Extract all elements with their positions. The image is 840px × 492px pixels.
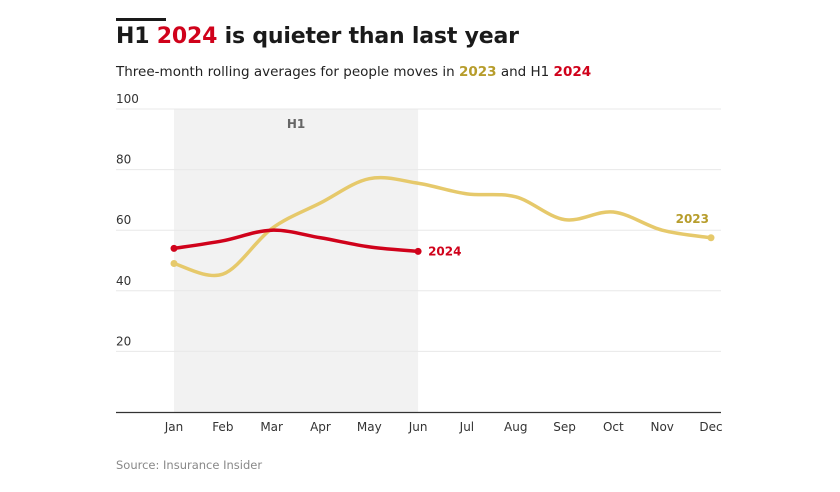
y-tick-label: 60 xyxy=(116,213,131,227)
x-tick-label: Jan xyxy=(164,420,184,434)
x-tick-label: Dec xyxy=(699,420,722,434)
chart-subtitle: Three-month rolling averages for people … xyxy=(116,64,591,80)
title-highlight: 2024 xyxy=(156,24,218,49)
h1-shaded-region xyxy=(174,109,419,412)
title-suffix: is quieter than last year xyxy=(217,24,519,49)
subtitle-2024: 2024 xyxy=(553,64,592,80)
y-tick-label: 100 xyxy=(116,92,139,106)
x-tick-label: Mar xyxy=(260,420,283,434)
x-tick-label: Oct xyxy=(603,420,624,434)
chart-title: H1 2024 is quieter than last year xyxy=(116,24,519,49)
series-2024-start-point xyxy=(170,244,178,252)
y-tick-label: 20 xyxy=(116,334,131,348)
x-tick-label: Nov xyxy=(650,420,673,434)
series-2023-line xyxy=(172,175,713,278)
x-tick-label: Jul xyxy=(459,420,474,434)
x-tick-label: Apr xyxy=(310,420,331,434)
series-2023-start-point xyxy=(170,260,178,268)
series-2023-end-point xyxy=(707,234,715,242)
x-tick-label: Aug xyxy=(504,420,527,434)
x-tick-label: Feb xyxy=(212,420,233,434)
h1-region-label: H1 xyxy=(287,117,305,131)
title-accent-bar xyxy=(116,18,166,21)
subtitle-mid: and H1 xyxy=(496,64,554,80)
subtitle-2023: 2023 xyxy=(458,64,497,80)
y-tick-label: 80 xyxy=(116,153,131,167)
source-note: Source: Insurance Insider xyxy=(116,458,263,472)
series-2024-label: 2024 xyxy=(428,244,461,258)
title-prefix: H1 xyxy=(116,24,157,49)
series-2023-label: 2023 xyxy=(676,212,709,226)
x-tick-label: May xyxy=(357,420,382,434)
x-tick-label: Jun xyxy=(408,420,428,434)
series-2024-line xyxy=(172,228,420,254)
y-tick-label: 40 xyxy=(116,274,131,288)
series-2024-end-point xyxy=(414,247,422,255)
x-tick-label: Sep xyxy=(553,420,576,434)
subtitle-prefix: Three-month rolling averages for people … xyxy=(116,64,459,80)
